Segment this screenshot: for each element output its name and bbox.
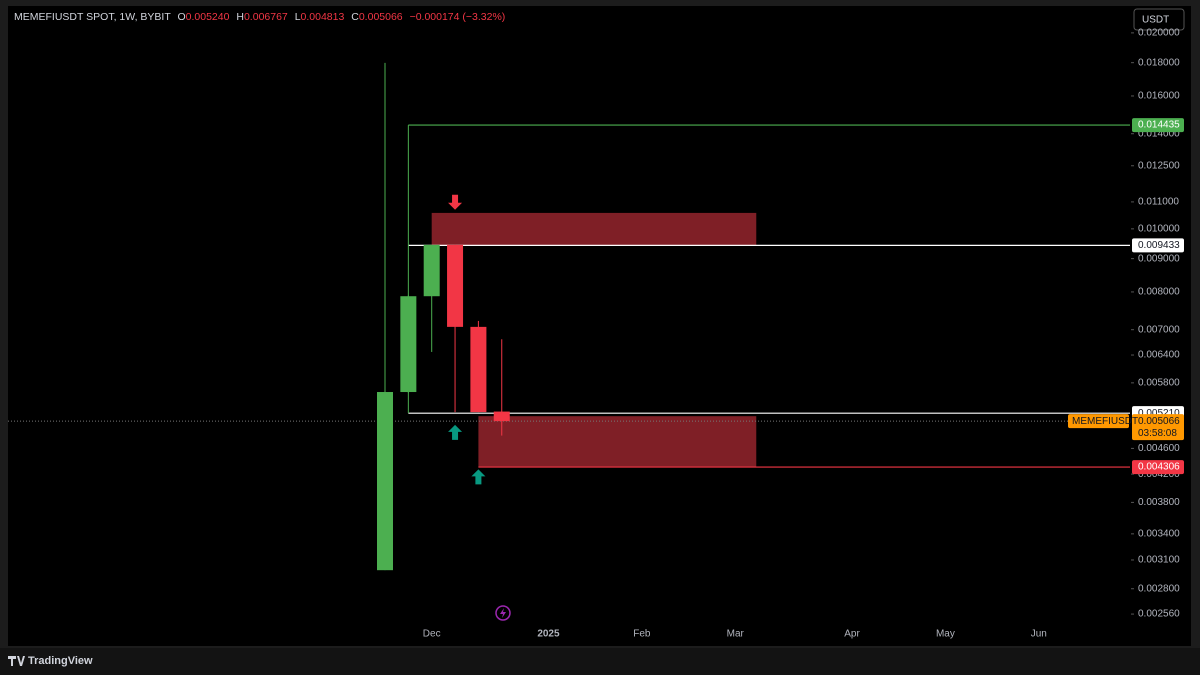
countdown: 03:58:08 [1138, 428, 1177, 439]
x-tick-label: Apr [844, 629, 860, 640]
icon-bolt[interactable] [500, 608, 506, 618]
y-tick-label: 0.009000 [1138, 253, 1180, 264]
y-tick-label: 0.005800 [1138, 377, 1180, 388]
y-tick-label: 0.011000 [1138, 197, 1179, 208]
button-frame[interactable] [1133, 8, 1185, 31]
logo-mark [8, 656, 25, 666]
x-tick-label: Jun [1031, 629, 1047, 640]
y-tick-label: 0.002560 [1138, 609, 1180, 620]
ohlc-key: O [177, 11, 186, 23]
price-label: 0.004306 [1138, 462, 1180, 473]
replay-icon[interactable] [495, 605, 511, 621]
symbol-box [1068, 414, 1129, 429]
arrow [448, 194, 463, 210]
last-price-box [1132, 414, 1184, 441]
candle-body [423, 244, 440, 297]
price-label-box [1132, 460, 1184, 475]
candle-body [493, 411, 510, 422]
ohlc-value: 0.004813 [300, 11, 345, 23]
y-tick-label: 0.014000 [1138, 128, 1180, 139]
icon-ring[interactable] [495, 605, 511, 621]
y-tick-label: 0.010000 [1138, 223, 1180, 234]
y-tick-label: 0.002800 [1138, 583, 1180, 594]
y-tick-label: 0.003800 [1138, 497, 1180, 508]
chart-panel [8, 6, 1191, 646]
y-tick-label: 0.004200 [1138, 469, 1180, 480]
symbol: MEMEFIUSDT SPOT, 1W, BYBIT [14, 11, 171, 23]
symbol-label: MEMEFIUSDT [1072, 416, 1138, 427]
footer [0, 648, 1200, 675]
zone [478, 416, 757, 468]
candle-body [400, 296, 417, 393]
y-tick-label: 0.012500 [1138, 160, 1180, 171]
ohlc-key: C [351, 11, 359, 23]
y-tick-label: 0.003400 [1138, 528, 1180, 539]
y-tick-label: 0.003100 [1138, 555, 1180, 566]
header: MEMEFIUSDT SPOT, 1W, BYBIT O0.005240 H0.… [14, 11, 505, 23]
ohlc-key: H [236, 11, 244, 23]
x-tick-label: Mar [727, 629, 745, 640]
y-tick-label: 0.016000 [1138, 91, 1180, 102]
candle-body [447, 244, 464, 327]
ohlc-value: 0.006767 [243, 11, 288, 23]
tv-logo [8, 656, 25, 666]
price-label-box [1132, 238, 1184, 253]
y-tick-label: 0.007000 [1138, 324, 1180, 335]
last-price-label: 0.005066 [1138, 416, 1180, 427]
change: −0.000174 (−3.32%) [409, 11, 506, 23]
arrow [471, 469, 486, 485]
candle-body [377, 392, 393, 571]
ohlc-value: 0.005240 [185, 11, 230, 23]
ohlc-value: 0.005066 [358, 11, 403, 23]
x-tick-label: 2025 [537, 629, 560, 640]
zone [431, 212, 757, 246]
ohlc-key: L [294, 11, 301, 23]
x-tick-label: Dec [423, 629, 441, 640]
arrow [448, 424, 463, 440]
price-label-box [1132, 118, 1184, 133]
brand: TradingView [28, 655, 93, 667]
y-tick-label: 0.006400 [1138, 350, 1180, 361]
y-tick-label: 0.004600 [1138, 443, 1180, 454]
y-tick-label: 0.020000 [1138, 28, 1180, 39]
y-tick-label: 0.018000 [1138, 57, 1180, 68]
y-tick-label: 0.008000 [1138, 287, 1180, 298]
x-tick-label: Feb [633, 629, 651, 640]
candle-body [470, 326, 487, 413]
price-label: 0.014435 [1138, 120, 1180, 131]
currency-button[interactable]: USDT [1133, 8, 1185, 31]
price-label: 0.009433 [1138, 240, 1180, 251]
price-label: 0.005210 [1138, 408, 1180, 419]
x-tick-label: May [936, 629, 955, 640]
button-label[interactable]: USDT [1142, 15, 1169, 26]
